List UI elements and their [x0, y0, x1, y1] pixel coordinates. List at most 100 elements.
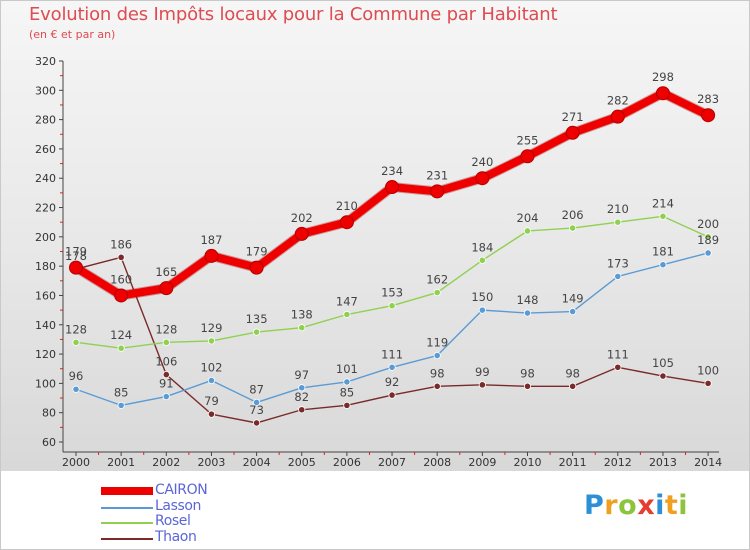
data-label-thaon-2011: 98 — [565, 366, 580, 380]
point-cairon-2000 — [69, 260, 83, 275]
point-thaon-2003 — [207, 410, 216, 418]
proxiti-logo: Proxiti — [584, 490, 688, 521]
data-label-lasson-2002: 91 — [159, 377, 174, 391]
y-tick-label-120: 120 — [35, 348, 56, 361]
point-rosel-2004 — [253, 328, 261, 336]
point-rosel-2005 — [298, 324, 306, 332]
data-label-cairon-2012: 282 — [607, 94, 629, 108]
series-layer — [69, 86, 716, 427]
y-tick-label-280: 280 — [35, 114, 56, 127]
data-label-cairon-2014: 283 — [697, 92, 719, 106]
chart-title: Evolution des Impôts locaux pour la Comm… — [29, 4, 558, 25]
data-label-rosel-2005: 138 — [291, 308, 313, 322]
data-label-lasson-2005: 97 — [294, 368, 309, 382]
data-label-thaon-2008: 98 — [430, 366, 445, 380]
y-tick-label-320: 320 — [35, 55, 56, 68]
data-label-thaon-2014: 100 — [697, 363, 719, 377]
point-cairon-2008 — [430, 184, 445, 199]
data-label-lasson-2010: 148 — [517, 293, 539, 307]
point-rosel-2012 — [614, 218, 622, 226]
point-cairon-2001 — [114, 288, 129, 303]
data-label-lasson-2000: 96 — [69, 369, 84, 383]
data-label-rosel-2012: 210 — [607, 202, 629, 216]
data-label-lasson-2014: 189 — [697, 233, 719, 247]
logo-letter-0: P — [584, 490, 605, 521]
data-label-rosel-2007: 153 — [381, 286, 403, 300]
point-thaon-2002 — [162, 370, 170, 379]
legend-label-cairon: CAIRON — [155, 482, 208, 498]
data-label-thaon-2001: 186 — [110, 237, 132, 251]
data-label-cairon-2013: 298 — [652, 70, 674, 84]
x-tick-label-2002: 2002 — [152, 456, 180, 469]
point-lasson-2001 — [117, 401, 125, 409]
data-label-rosel-2002: 128 — [155, 322, 177, 336]
point-lasson-2006 — [343, 378, 351, 386]
point-lasson-2000 — [72, 385, 80, 393]
point-lasson-2010 — [523, 309, 532, 317]
legend-label-thaon: Thaon — [155, 528, 197, 545]
x-tick-label-2001: 2001 — [107, 456, 135, 469]
point-thaon-2004 — [253, 419, 261, 427]
point-lasson-2012 — [614, 272, 622, 281]
data-label-rosel-2001: 124 — [110, 328, 132, 342]
data-label-thaon-2006: 85 — [340, 385, 355, 399]
x-tick-label-2006: 2006 — [333, 456, 361, 469]
data-label-lasson-2012: 173 — [607, 256, 629, 270]
data-label-cairon-2007: 234 — [381, 164, 403, 178]
data-label-rosel-2009: 184 — [471, 240, 493, 254]
point-thaon-2014 — [704, 379, 712, 387]
x-tick-label-2005: 2005 — [288, 456, 316, 469]
x-tick-label-2000: 2000 — [62, 456, 90, 469]
logo-letter-6: i — [678, 490, 689, 521]
legend-label-lasson: Lasson — [155, 497, 202, 514]
data-label-thaon-2002: 106 — [155, 355, 177, 369]
x-tick-label-2012: 2012 — [604, 456, 632, 469]
y-tick-label-160: 160 — [35, 289, 56, 302]
point-cairon-2013 — [655, 86, 670, 101]
point-rosel-2010 — [523, 227, 532, 235]
data-label-cairon-2001: 160 — [110, 272, 132, 286]
data-label-thaon-2004: 73 — [249, 403, 264, 417]
point-rosel-2007 — [388, 302, 396, 310]
legend-swatch-lasson — [101, 506, 153, 509]
y-tick-label-200: 200 — [35, 231, 56, 244]
data-label-cairon-2006: 210 — [336, 199, 358, 213]
x-tick-label-2007: 2007 — [378, 456, 406, 469]
data-label-rosel-2003: 129 — [200, 321, 222, 335]
logo-letter-2: o — [618, 490, 638, 521]
data-label-lasson-2013: 181 — [652, 245, 674, 259]
x-tick-label-2004: 2004 — [243, 456, 271, 469]
point-thaon-2009 — [478, 381, 486, 389]
data-label-cairon-2003: 187 — [200, 233, 222, 247]
legend-swatch-thaon — [101, 537, 153, 540]
point-thaon-2013 — [659, 372, 667, 380]
x-tick-label-2014: 2014 — [694, 456, 722, 469]
data-label-cairon-2002: 165 — [155, 265, 177, 279]
data-label-rosel-2004: 135 — [246, 312, 268, 326]
data-label-cairon-2011: 271 — [562, 110, 584, 124]
point-thaon-2001 — [117, 253, 125, 261]
point-cairon-2005 — [294, 226, 309, 241]
point-rosel-2003 — [207, 337, 216, 345]
y-tick-label-80: 80 — [42, 407, 56, 420]
point-rosel-2002 — [162, 338, 170, 346]
data-label-thaon-2012: 111 — [607, 347, 629, 361]
data-label-lasson-2011: 149 — [562, 292, 584, 306]
point-lasson-2011 — [569, 307, 577, 316]
point-thaon-2010 — [523, 382, 532, 390]
data-label-cairon-2009: 240 — [471, 155, 493, 169]
point-lasson-2004 — [253, 398, 261, 407]
x-tick-label-2003: 2003 — [197, 456, 225, 469]
data-label-lasson-2009: 150 — [471, 290, 493, 304]
point-thaon-2008 — [433, 382, 441, 390]
data-label-rosel-2000: 128 — [65, 322, 87, 336]
data-label-cairon-2000: 179 — [65, 245, 87, 259]
point-thaon-2006 — [343, 401, 351, 409]
data-label-cairon-2010: 255 — [517, 133, 539, 147]
y-tick-label-100: 100 — [35, 377, 56, 390]
point-lasson-2007 — [388, 363, 396, 371]
data-label-cairon-2005: 202 — [291, 211, 313, 225]
point-rosel-2014 — [704, 233, 712, 241]
data-label-thaon-2000: 178 — [65, 249, 87, 263]
logo-letter-5: t — [664, 490, 679, 521]
